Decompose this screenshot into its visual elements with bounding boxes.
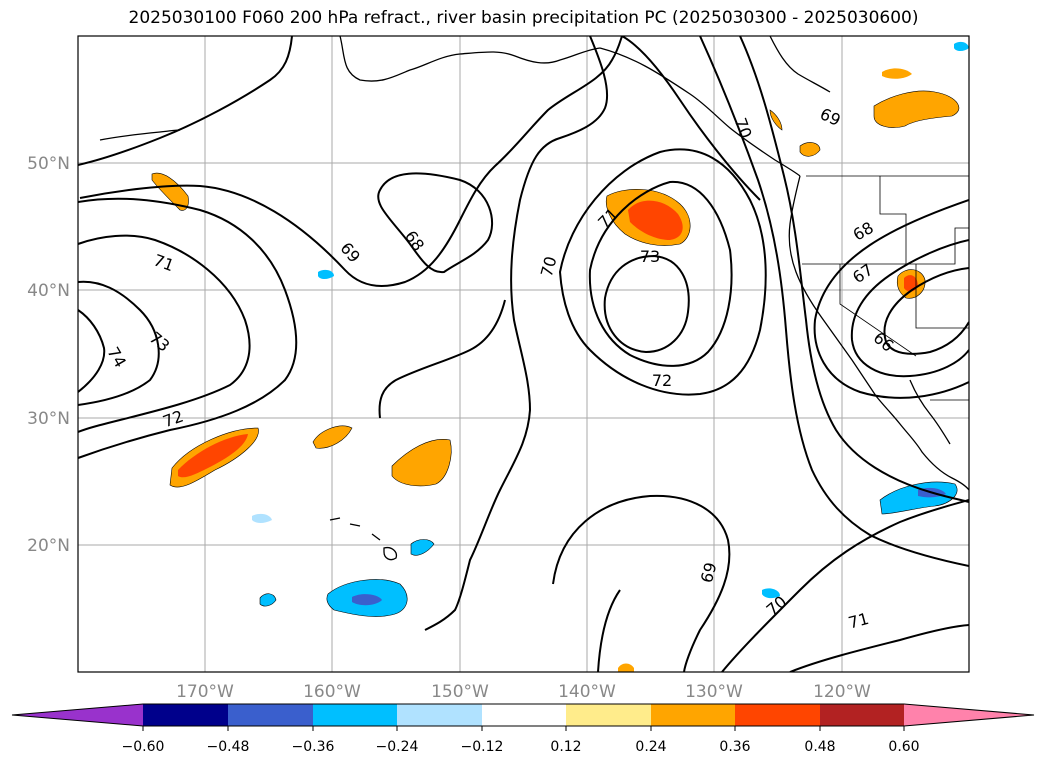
- colorbar-segment: [566, 704, 651, 726]
- contour-label: 69: [336, 239, 364, 267]
- colorbar-segment: [651, 704, 735, 726]
- colorbar-tick-label: −0.12: [461, 739, 504, 755]
- colorbar-segment: [735, 704, 820, 726]
- lon-label: 130°W: [685, 682, 743, 702]
- colorbar: −0.60 −0.48 −0.36 −0.24 −0.12 0.12 0.24 …: [11, 703, 1035, 755]
- contour-label: 71: [151, 250, 177, 275]
- contour-label: 72: [652, 371, 672, 390]
- colorbar-tick-label: 0.24: [635, 739, 666, 755]
- contour-label: 68: [850, 218, 877, 245]
- colorbar-segment: [313, 704, 397, 726]
- precip-positive-areas: [151, 68, 960, 672]
- lon-label: 140°W: [558, 682, 616, 702]
- lat-label: 40°N: [27, 281, 70, 301]
- colorbar-tick-label: 0.48: [804, 739, 835, 755]
- precip-negative-areas: [252, 41, 969, 617]
- state-borders: [802, 175, 969, 401]
- contour-label: 69: [697, 560, 721, 585]
- contour-label: 70: [537, 254, 561, 279]
- contour-label: 71: [846, 609, 871, 633]
- colorbar-segment: [397, 704, 482, 726]
- lon-label: 160°W: [303, 682, 361, 702]
- lon-labels: 170°W 160°W 150°W 140°W 130°W 120°W: [176, 682, 871, 702]
- colorbar-tick-label: −0.24: [376, 739, 419, 755]
- map-frame: [77, 35, 970, 673]
- colorbar-segment: [12, 704, 143, 726]
- lon-label: 150°W: [431, 682, 489, 702]
- colorbar-segment: [820, 704, 904, 726]
- gridlines: [78, 36, 969, 672]
- lon-label: 170°W: [176, 682, 234, 702]
- lat-label: 50°N: [27, 154, 70, 174]
- coastlines: [99, 36, 969, 561]
- lat-label: 30°N: [27, 409, 70, 429]
- lat-labels: 20°N 30°N 40°N 50°N: [27, 154, 70, 556]
- colorbar-tick-label: −0.48: [207, 739, 250, 755]
- map-title: 2025030100 F060 200 hPa refract., river …: [128, 8, 919, 28]
- contour-label: 73: [146, 328, 174, 356]
- colorbar-tick-label: −0.36: [292, 739, 335, 755]
- colorbar-segment: [228, 704, 313, 726]
- colorbar-tick-label: 0.36: [719, 739, 750, 755]
- contour-label: 74: [103, 344, 130, 371]
- contour-label: 68: [401, 227, 428, 255]
- colorbar-segment: [904, 704, 1034, 726]
- colorbar-segment: [143, 704, 228, 726]
- colorbar-tick-label: 0.60: [888, 739, 919, 755]
- contour-label: 69: [817, 104, 843, 130]
- contour-labels: 68 69 70 71 72 73 74 71 72 73 70 69 70 7…: [103, 104, 897, 632]
- colorbar-tick-label: −0.60: [122, 739, 165, 755]
- contour-label: 73: [640, 247, 660, 266]
- contour-label: 66: [870, 328, 898, 356]
- lon-label: 120°W: [813, 682, 871, 702]
- colorbar-tick-label: 0.12: [550, 739, 581, 755]
- refractivity-contours: [78, 36, 969, 672]
- colorbar-segment: [482, 704, 566, 726]
- lat-label: 20°N: [27, 536, 70, 556]
